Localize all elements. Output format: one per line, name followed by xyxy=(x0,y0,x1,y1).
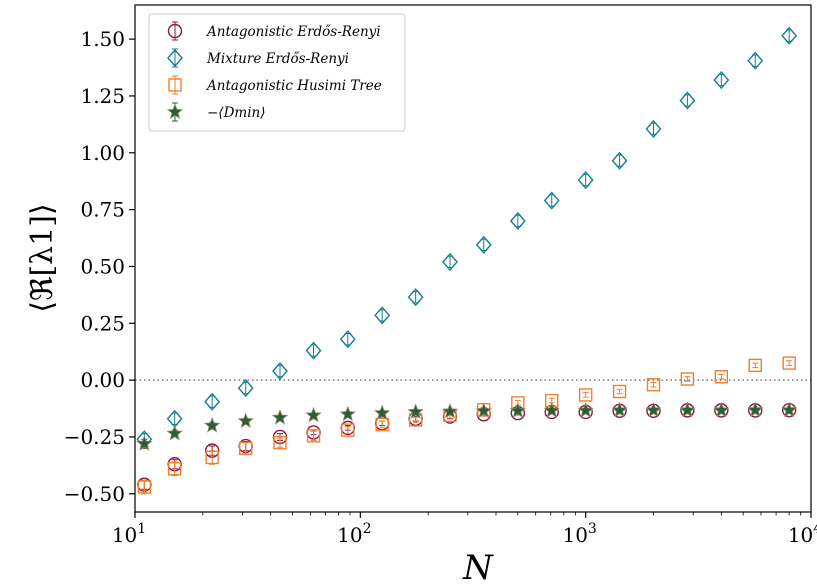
plot-frame xyxy=(134,4,812,513)
data-point xyxy=(167,462,182,476)
legend-marker xyxy=(166,103,184,119)
data-point xyxy=(339,405,357,422)
data-point xyxy=(407,403,424,419)
series-group xyxy=(137,356,796,495)
x-tick-exponent: 2 xyxy=(363,521,372,537)
data-point xyxy=(237,379,254,398)
data-point xyxy=(748,358,762,373)
legend-marker xyxy=(167,48,183,68)
data-point xyxy=(543,401,560,418)
x-axis-label: N xyxy=(462,548,494,584)
data-point xyxy=(780,401,798,418)
data-point xyxy=(137,480,152,494)
data-point xyxy=(578,388,593,402)
y-tick-label: 1.00 xyxy=(80,141,125,165)
data-point xyxy=(713,401,730,418)
data-point xyxy=(679,401,696,418)
data-point xyxy=(475,235,492,254)
y-tick-label: 1.25 xyxy=(80,84,125,108)
data-point xyxy=(646,377,661,392)
data-point xyxy=(475,402,492,419)
legend: Antagonistic Erdős-Renyi Mixture Erdős-Re… xyxy=(148,13,406,132)
data-point xyxy=(237,412,254,429)
x-tick-label: 104 xyxy=(788,521,817,547)
data-point xyxy=(747,401,764,418)
y-tick-label: 1.50 xyxy=(80,27,125,51)
x-tick-exponent: 3 xyxy=(588,521,597,537)
data-point xyxy=(612,384,627,399)
data-point xyxy=(306,429,321,443)
data-point xyxy=(611,401,628,418)
y-tick-label: −0.50 xyxy=(64,482,125,506)
data-point xyxy=(305,406,322,423)
data-point xyxy=(203,416,221,433)
series-group xyxy=(136,401,798,451)
data-point xyxy=(239,441,253,456)
legend-marker xyxy=(168,78,182,92)
data-point xyxy=(781,26,798,45)
y-tick-label: 0.00 xyxy=(80,368,125,392)
y-tick-label: 0.25 xyxy=(80,311,125,335)
x-tick-label: 103 xyxy=(562,521,596,547)
legend-label: −⟨Dmin⟩ xyxy=(207,105,265,121)
axis-ticks: −0.50 −0.25 0.00 0.25 0.50 0.75 1.00 1.25 1.50 10… xyxy=(64,27,817,547)
data-point xyxy=(375,417,389,432)
data-point xyxy=(611,151,628,170)
data-point xyxy=(782,356,796,370)
y-tick-label: 0.50 xyxy=(80,254,125,278)
data-point xyxy=(341,423,355,437)
data-point xyxy=(679,91,696,110)
data-point xyxy=(339,330,356,349)
data-point xyxy=(577,401,594,418)
data-point xyxy=(714,370,729,384)
data-point xyxy=(680,372,695,386)
series-group xyxy=(136,26,798,449)
legend-marker xyxy=(167,23,183,39)
data-point xyxy=(577,170,594,190)
data-point xyxy=(442,252,458,271)
y-tick-label: 0.75 xyxy=(80,198,125,222)
data-point xyxy=(204,392,221,411)
x-tick-exponent: 1 xyxy=(137,521,146,537)
data-point xyxy=(645,401,662,418)
x-tick-label: 101 xyxy=(112,521,146,547)
plot-content xyxy=(135,26,811,495)
data-point xyxy=(713,70,730,90)
y-tick-label: −0.25 xyxy=(64,425,125,449)
data-point xyxy=(166,424,183,441)
data-point xyxy=(271,409,289,425)
legend-box xyxy=(148,13,406,132)
data-point xyxy=(747,51,764,70)
data-point xyxy=(509,402,527,418)
data-point xyxy=(543,191,560,210)
data-point xyxy=(205,450,219,465)
data-point xyxy=(509,211,526,231)
data-point xyxy=(407,288,424,307)
data-point xyxy=(272,361,288,381)
data-point xyxy=(373,404,391,421)
data-point xyxy=(374,306,391,325)
data-point xyxy=(305,341,322,360)
data-point xyxy=(136,435,153,451)
legend-label: Mixture Erdős-Renyi xyxy=(206,51,349,67)
data-point xyxy=(273,435,287,450)
series-group xyxy=(137,402,797,492)
x-tick-label: 102 xyxy=(337,521,371,547)
data-point xyxy=(645,119,662,138)
x-tick-exponent: 4 xyxy=(813,521,817,537)
y-axis-label: ⟨ℜ[λ1]⟩ xyxy=(25,203,60,312)
legend-label: Antagonistic Erdős-Renyi xyxy=(205,24,381,40)
legend-label: Antagonistic Husimi Tree xyxy=(205,78,382,94)
data-point xyxy=(441,402,459,419)
